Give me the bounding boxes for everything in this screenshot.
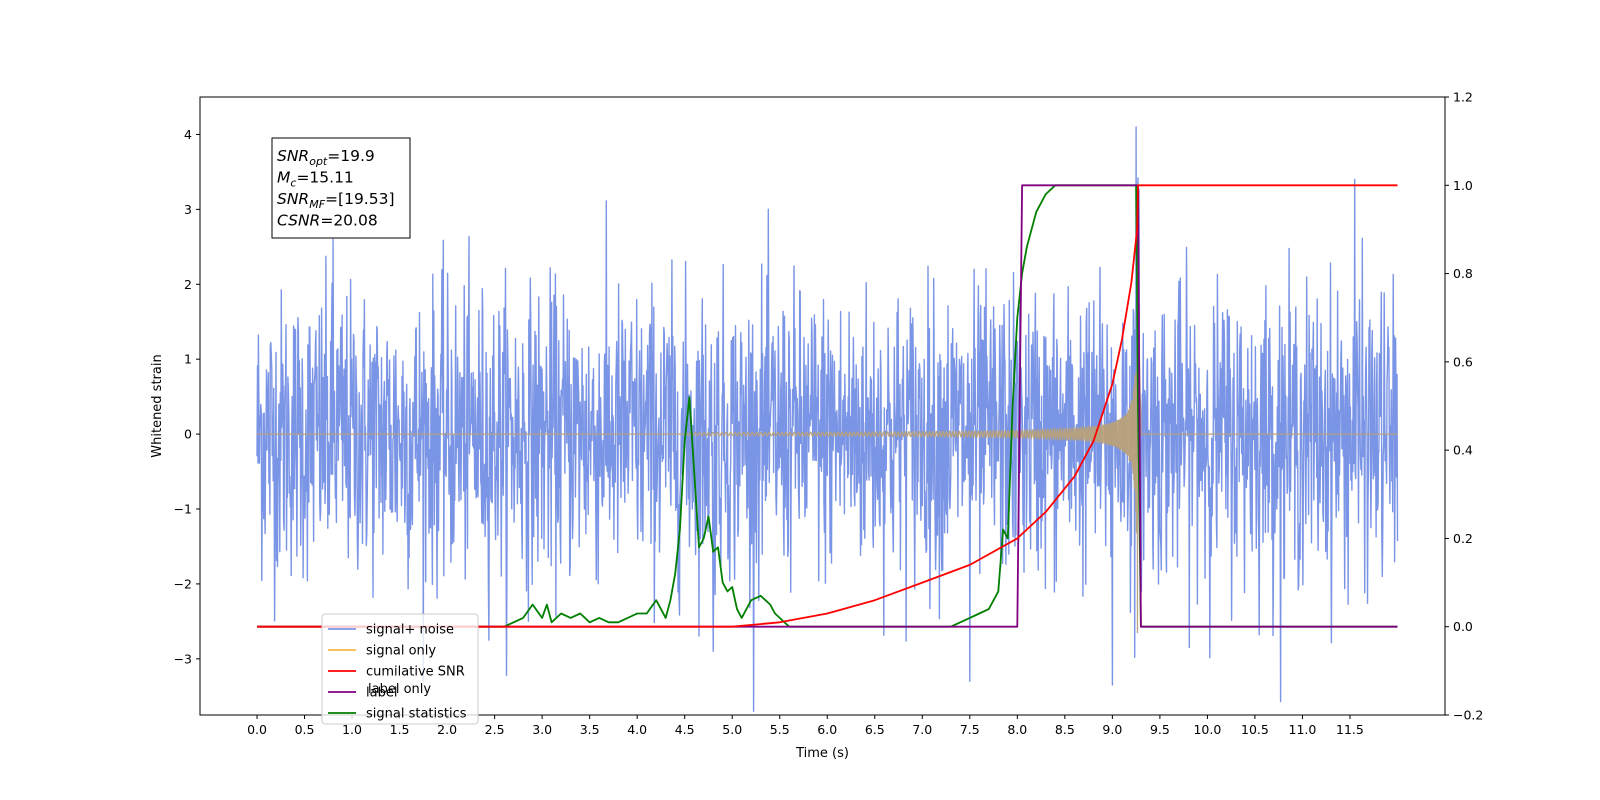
y2-tick-label: 1.2: [1453, 90, 1473, 105]
x-tick-label: 5.0: [722, 722, 742, 737]
x-tick-label: 3.0: [532, 722, 552, 737]
noise-series-layer: [256, 126, 1399, 712]
annotation-box-frame: [271, 137, 411, 239]
series-line-cumilative-snr: [257, 184, 1398, 628]
right-axis-series-layer: [257, 184, 1398, 628]
annotation-line-snr-mf: SNRMF=[19.53]: [277, 190, 395, 211]
x-tick-label: 10.5: [1241, 722, 1269, 737]
x-axis-label: Time (s): [795, 746, 849, 761]
y2-tick-label: 0.2: [1453, 531, 1473, 546]
x-tick-label: 4.0: [627, 722, 647, 737]
x-tick-label: 7.0: [912, 722, 932, 737]
legend: label only signal+ noise signal only cumil…: [321, 613, 479, 725]
plot-frame: [199, 96, 1446, 716]
y2-tick-label: 0.0: [1453, 619, 1473, 634]
x-tick-label: 5.5: [770, 722, 790, 737]
x-tick-label: 7.5: [960, 722, 980, 737]
x-tick-label: 6.5: [865, 722, 885, 737]
legend-ghost-text: label only: [368, 682, 431, 697]
x-tick-label: 11.5: [1336, 722, 1364, 737]
x-tick-label: 0.5: [295, 722, 315, 737]
y-tick-label: 4: [184, 127, 192, 142]
y-axis-label: Whitened strain: [150, 354, 165, 457]
y2-tick-label: 0.4: [1453, 443, 1473, 458]
series-line-signal-statistics: [257, 184, 1398, 628]
x-tick-label: 8.5: [1055, 722, 1075, 737]
y2-tick-label: 1.0: [1453, 178, 1473, 193]
legend-label: signal+ noise: [366, 623, 454, 638]
x-tick-label: 11.0: [1289, 722, 1317, 737]
x-tick-label: 10.0: [1193, 722, 1221, 737]
x-tick-label: 9.5: [1150, 722, 1170, 737]
x-tick-label: 1.0: [342, 722, 362, 737]
x-tick-label: 4.5: [675, 722, 695, 737]
x-tick-label: 1.5: [390, 722, 410, 737]
x-tick-label: 9.0: [1102, 722, 1122, 737]
y2-tick-label: 0.8: [1453, 266, 1473, 281]
series-line-label: [257, 184, 1398, 628]
legend-label: signal statistics: [366, 707, 467, 722]
y-tick-label: 1: [184, 352, 192, 367]
y2-tick-label: −0.2: [1453, 708, 1483, 723]
x-tick-label: 6.0: [817, 722, 837, 737]
axes-layer: 0.0 0.5 1.0 1.5 2.0 2.5 3.0 3.5 4.0 4.5 5.0 5.5 6.0 6…: [174, 90, 1484, 738]
annotation-line-csnr: CSNR=20.08: [277, 212, 378, 230]
y2-tick-label: 0.6: [1453, 354, 1473, 369]
y-tick-label: 0: [184, 427, 192, 442]
x-tick-label: 2.0: [437, 722, 457, 737]
signal-only-series-layer: [257, 206, 1398, 634]
x-tick-label: 8.0: [1007, 722, 1027, 737]
y-tick-label: −2: [174, 576, 192, 591]
x-tick-label: 3.5: [580, 722, 600, 737]
y-tick-label: 2: [184, 277, 192, 292]
legend-label: cumilative SNR: [366, 665, 465, 680]
legend-frame: [321, 613, 479, 725]
annotation-line-snr-opt: SNRopt=19.9: [277, 147, 375, 168]
x-tick-label: 0.0: [247, 722, 267, 737]
legend-items: signal+ noise signal only cumilative SNR la…: [328, 623, 467, 722]
y-tick-label: −1: [174, 502, 192, 517]
y-tick-label: −3: [174, 651, 192, 666]
legend-label: signal only: [366, 644, 436, 659]
annotation-box: SNRopt=19.9 Mc=15.11 SNRMF=[19.53] CSNR=…: [271, 137, 411, 239]
noise-series-line: [256, 126, 1399, 712]
legend-label: label: [366, 686, 397, 701]
annotation-line-mc: Mc=15.11: [277, 169, 354, 190]
signal-only-series-line: [257, 206, 1398, 634]
y-tick-label: 3: [184, 202, 192, 217]
x-tick-label: 2.5: [485, 722, 505, 737]
